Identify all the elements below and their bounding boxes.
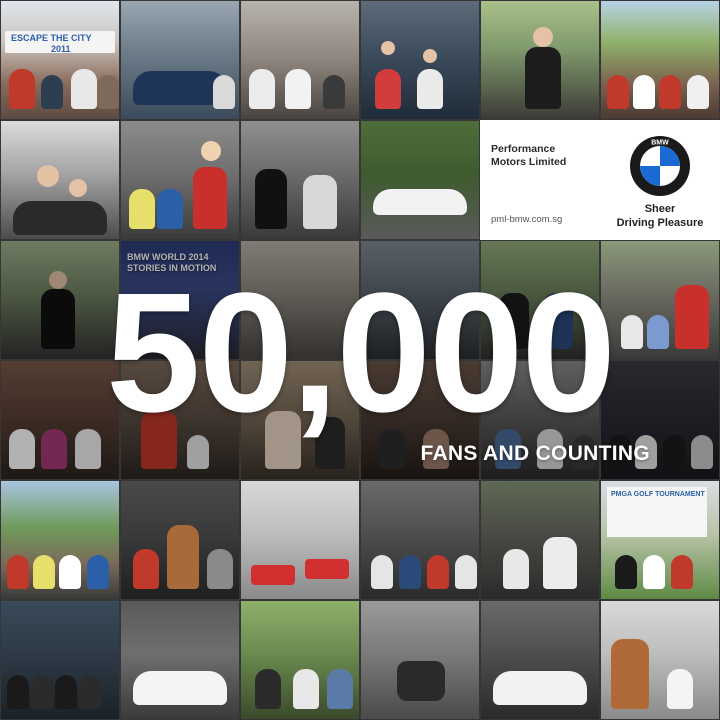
photo-tile-men-standing xyxy=(480,360,600,480)
photo-tile-dinner-table xyxy=(360,480,480,600)
photo-tile-woman-cap xyxy=(0,240,120,360)
photo-tile-woman-in-car xyxy=(480,480,600,600)
bmw-world-line-2: STORIES IN MOTION xyxy=(127,263,217,273)
photo-tile-gingerbread-mascot xyxy=(120,480,240,600)
photo-tile-ladies-group xyxy=(600,360,720,480)
bmw-logo-icon: BMW xyxy=(630,136,690,196)
photo-tile-escape-the-city: ESCAPE THE CITY 2011 xyxy=(0,0,120,120)
photo-tile-white-coupe xyxy=(120,600,240,720)
dealer-info-panel: Performance Motors Limited pml-bmw.com.s… xyxy=(480,120,600,240)
photo-tile-golf-tournament: PMGA GOLF TOURNAMENT xyxy=(600,480,720,600)
photo-tile-award-group xyxy=(0,600,120,720)
photo-tile-smiling-couple xyxy=(480,240,600,360)
photo-tile-couple-reading xyxy=(240,120,360,240)
photo-tile-gingerbread-family xyxy=(600,600,720,720)
photo-tile-family-smiling xyxy=(120,360,240,480)
dealer-name: Performance Motors Limited xyxy=(491,143,567,169)
photo-tile-convertible xyxy=(360,240,480,360)
photo-tile-woman-portrait xyxy=(480,0,600,120)
tagline-line-1: Sheer xyxy=(644,203,676,215)
golf-banner-text: PMGA GOLF TOURNAMENT xyxy=(611,491,705,498)
photo-tile-exhibition-hall xyxy=(240,240,360,360)
photo-tile-visitors xyxy=(240,0,360,120)
photo-tile-garden-car xyxy=(360,120,480,240)
fan-count-headline: 50,000 xyxy=(106,258,616,448)
bmw-world-line-1: BMW WORLD 2014 xyxy=(127,252,209,262)
photo-tile-resort-group xyxy=(0,480,120,600)
photo-tile-coupe-display xyxy=(480,600,600,720)
escape-banner-text: ESCAPE THE CITY xyxy=(11,33,92,43)
dealer-url: pml-bmw.com.sg xyxy=(491,214,563,225)
photo-tile-boy-with-car xyxy=(360,0,480,120)
photo-tile-crowd-outdoors xyxy=(600,0,720,120)
photo-tile-motorcycle xyxy=(360,600,480,720)
photo-tile-go-karts xyxy=(240,480,360,600)
photo-tile-car-showroom xyxy=(120,0,240,120)
photo-tile-family-in-car xyxy=(0,120,120,240)
escape-banner-year: 2011 xyxy=(51,44,71,54)
photo-tile-dinner-guests xyxy=(360,360,480,480)
photo-tile-bmw-world: BMW WORLD 2014 STORIES IN MOTION xyxy=(120,240,240,360)
photo-tile-outdoor-guests xyxy=(240,600,360,720)
bmw-brand-panel: BMW Sheer Driving Pleasure xyxy=(600,120,720,240)
bmw-logo-letters: BMW xyxy=(651,140,669,147)
fan-count-subtitle: FANS AND COUNTING xyxy=(420,442,650,465)
photo-tile-women-group xyxy=(0,360,120,480)
tagline-line-2: Driving Pleasure xyxy=(616,216,704,229)
photo-tile-woman-laughing xyxy=(240,360,360,480)
photo-tile-mascot-group xyxy=(120,120,240,240)
photo-tile-family-mascot xyxy=(600,240,720,360)
